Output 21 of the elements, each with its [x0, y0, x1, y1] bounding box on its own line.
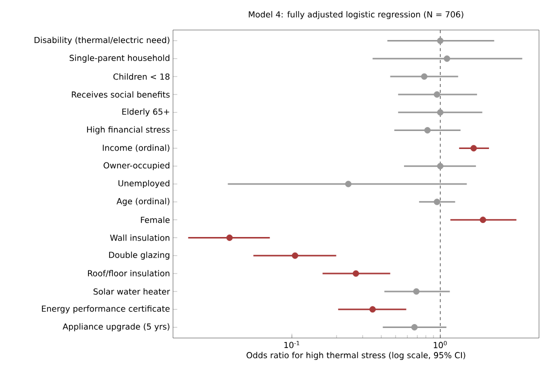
y-tick-label: High financial stress — [87, 126, 170, 134]
y-tick-label: Appliance upgrade (5 yrs) — [62, 323, 170, 332]
y-tick-label: Wall insulation — [110, 234, 170, 241]
y-tick-label: Children < 18 — [113, 73, 170, 80]
y-tick-label: Owner-occupied — [104, 162, 170, 170]
y-tick-label: Unemployed — [118, 180, 170, 188]
y-tick-label: Energy performance certificate — [42, 305, 170, 314]
y-tick-label: Age (ordinal) — [116, 198, 170, 206]
x-tick-label: 10$^{-1}$ — [284, 340, 300, 348]
y-tick-label: Elderly 65+ — [122, 108, 170, 116]
x-tick-label: 10$^{0}$ — [434, 340, 447, 348]
y-tick-label: Roof/floor insulation — [88, 270, 170, 278]
y-tick-label: Double glazing — [109, 252, 170, 260]
y-tick-label: Income (ordinal) — [102, 144, 170, 152]
y-tick-label: Receives social benefits — [72, 91, 170, 98]
chart-title: Model 4: fully adjusted logistic regression (N = 706) — [248, 11, 464, 20]
y-tick-label: Female — [140, 216, 170, 224]
y-tick-label: Single-parent household — [70, 54, 170, 63]
y-tick-label: Solar water heater — [94, 288, 170, 295]
x-axis-title: Odds ratio for high thermal stress (log scale, 95% CI) — [246, 352, 466, 360]
y-tick-label: Disability (thermal/electric need) — [34, 36, 170, 45]
